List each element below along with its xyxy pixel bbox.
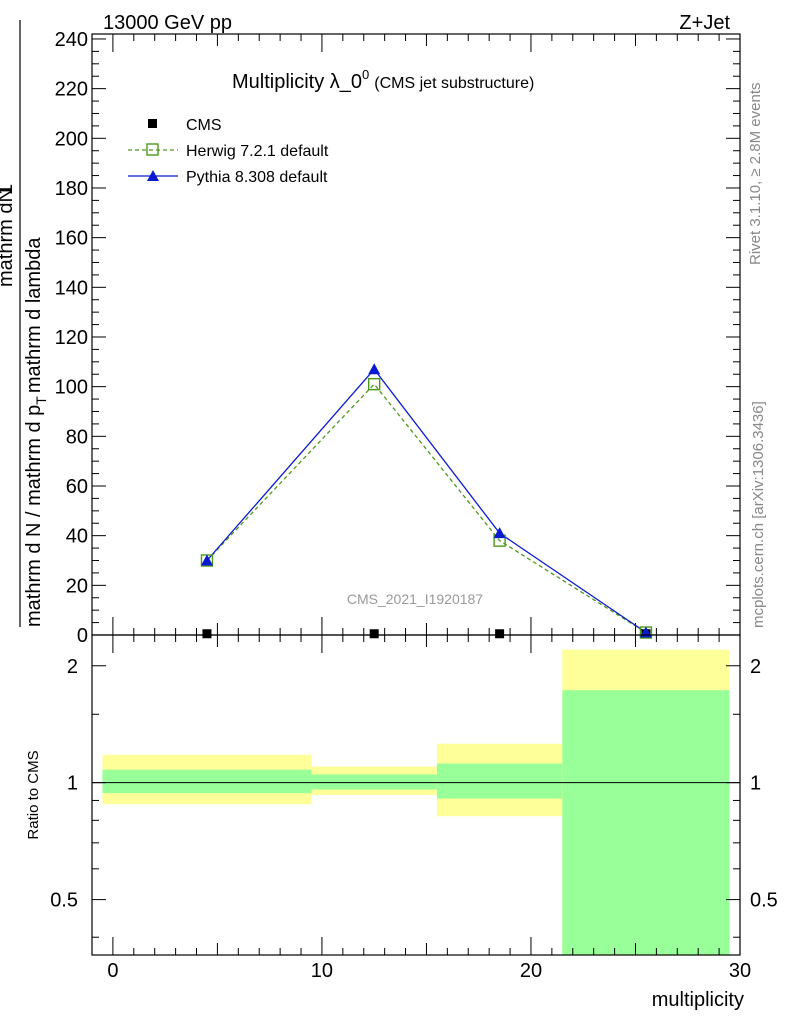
- main-y-axis-label-inner: mathrm dN: [0, 188, 17, 287]
- data-point-cms: [369, 629, 379, 639]
- ratio-x-axis: 0 10 20 30: [91, 635, 751, 982]
- y-tick-label: 200: [55, 128, 88, 150]
- ratio-y-tick-label: 2: [67, 656, 78, 678]
- x-tick-label: 30: [729, 960, 751, 982]
- y-tick-label: 180: [55, 178, 88, 200]
- analysis-watermark: CMS_2021_I1920187: [347, 591, 483, 607]
- chart-subtitle: (CMS jet substructure): [374, 75, 534, 92]
- y-tick-label: 60: [66, 476, 88, 498]
- ratio-plot-panel: 0.5 0.5 1 1 2 2 0 10 20 30 Ratio to CMS multipli…: [25, 634, 778, 1011]
- data-point-pythia: [200, 554, 213, 566]
- y-tick-label: 240: [55, 29, 88, 51]
- ratio-bands: [102, 649, 730, 955]
- x-tick-label: 20: [520, 960, 542, 982]
- legend: CMS Herwig 7.2.1 default Pythia 8.308 de…: [128, 117, 329, 186]
- y-label-num-suffix: N: [0, 188, 17, 202]
- y-tick-label: 100: [55, 377, 88, 399]
- ratio-y-tick-label: 1: [67, 773, 78, 795]
- ratio-y-tick-label-right: 0.5: [750, 890, 778, 912]
- series-line-1: [206, 383, 647, 634]
- ratio-y-tick-label-right: 1: [750, 773, 761, 795]
- y-label-outer-denominator: mathrm d N / mathrm d pTmathrm d lambda: [23, 237, 49, 627]
- ratio-y-tick-label: 0.5: [50, 890, 78, 912]
- ratio-band-inner-1: [311, 774, 437, 790]
- data-point-herwig: [367, 377, 381, 391]
- ratio-y-axis: 0.5 0.5 1 1 2 2: [50, 656, 778, 938]
- y-tick-label: 80: [66, 426, 88, 448]
- main-y-axis: 0 20 40 60 80 100 120 140 160 180 200 220 240: [55, 29, 740, 647]
- data-point-cms: [202, 629, 212, 639]
- x-axis-label: multiplicity: [652, 989, 744, 1011]
- ratio-band-inner-3: [562, 690, 730, 955]
- legend-marker-pythia: [147, 170, 159, 181]
- y-tick-label: 0: [77, 625, 88, 647]
- data-point-cms: [495, 629, 505, 639]
- main-series-layer: [200, 363, 653, 639]
- y-label-den-sub: T: [33, 396, 49, 405]
- y-label-one: 1: [0, 184, 17, 195]
- x-tick-label: 0: [107, 960, 118, 982]
- ratio-band-inner-0: [102, 769, 312, 794]
- process-label: Z+Jet: [679, 12, 730, 34]
- data-point-pythia: [368, 363, 381, 375]
- data-point-pythia: [493, 527, 506, 539]
- main-x-ticks: [91, 34, 741, 635]
- mcplots-label: mcplots.cern.ch [arXiv:1306.3436]: [750, 401, 767, 628]
- y-tick-label: 160: [55, 228, 88, 250]
- y-label-den-end: mathrm d lambda: [23, 237, 45, 393]
- y-tick-label: 120: [55, 327, 88, 349]
- legend-label-herwig: Herwig 7.2.1 default: [186, 143, 329, 160]
- ratio-plot-frame: [91, 634, 741, 956]
- y-label-den-start: mathrm d N / mathrm d p: [23, 405, 45, 627]
- chart-title: Multiplicity λ_00 (CMS jet substructure): [232, 67, 534, 93]
- y-tick-label: 20: [66, 575, 88, 597]
- ratio-y-tick-label-right: 2: [750, 656, 761, 678]
- main-plot-panel: 0 20 40 60 80 100 120 140 160 180 200 220 240 Multip…: [0, 20, 741, 647]
- y-label-num-prefix: mathrm d: [0, 203, 17, 287]
- chart-title-main: Multiplicity λ_0: [232, 71, 362, 93]
- x-tick-label: 10: [311, 960, 333, 982]
- y-tick-label: 140: [55, 277, 88, 299]
- ratio-band-inner-2: [436, 763, 563, 799]
- chart-title-superscript: 0: [362, 67, 369, 82]
- y-tick-label: 220: [55, 79, 88, 101]
- y-label-inner-numerator: mathrm dN: [0, 188, 17, 287]
- ratio-y-axis-label: Ratio to CMS: [25, 750, 42, 839]
- legend-marker-cms: [148, 119, 157, 128]
- legend-label-pythia: Pythia 8.308 default: [186, 169, 328, 186]
- legend-marker-herwig: [146, 143, 159, 156]
- legend-label-cms: CMS: [186, 117, 222, 134]
- main-y-axis-label: 1 mathrm d N / mathrm d pTmathrm d lambd…: [0, 20, 49, 627]
- y-tick-label: 40: [66, 526, 88, 548]
- rivet-label: Rivet 3.1.10, ≥ 2.8M events: [747, 83, 764, 266]
- series-line-2: [206, 368, 647, 634]
- energy-label: 13000 GeV pp: [103, 12, 232, 34]
